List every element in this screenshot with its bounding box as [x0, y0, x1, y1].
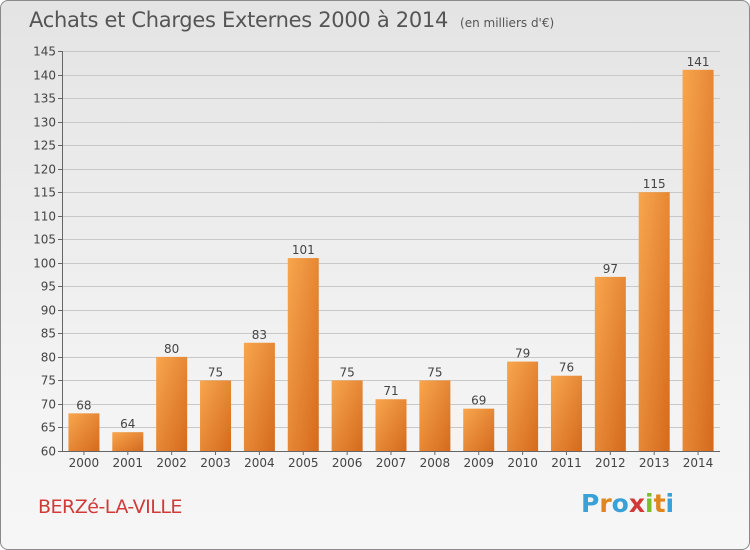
bar — [331, 380, 363, 451]
y-tick-label: 85 — [41, 327, 56, 341]
x-tick-label: 2002 — [156, 456, 187, 470]
logo-letter: x — [628, 489, 645, 518]
x-tick-label: 2005 — [288, 456, 319, 470]
bar — [550, 375, 582, 451]
y-tick-label: 100 — [33, 257, 56, 271]
y-tick-label: 105 — [33, 233, 56, 247]
chart-title-text: Achats et Charges Externes 2000 à 2014 — [29, 8, 449, 32]
axes: 60 65 70 75 80 85 90 95 100 105 110 115 120 125 130 135… — [33, 45, 720, 470]
y-tick-label: 90 — [41, 304, 56, 318]
bar — [156, 356, 188, 451]
y-tick-label: 115 — [33, 186, 56, 200]
chart-unit: (en milliers d'€) — [460, 16, 555, 30]
y-tick-label: 60 — [41, 445, 56, 459]
bar-value-label: 75 — [208, 365, 223, 379]
logo-letter: t — [653, 489, 666, 518]
bar-value-label: 97 — [603, 262, 618, 276]
y-tick-label: 145 — [33, 45, 56, 59]
bar-value-label: 75 — [339, 365, 354, 379]
bar-value-label: 115 — [643, 177, 666, 191]
bar — [682, 69, 714, 451]
x-tick-label: 2004 — [244, 456, 275, 470]
y-tick-label: 65 — [41, 421, 56, 435]
bar — [200, 380, 232, 451]
y-tick-label: 130 — [33, 116, 56, 130]
y-tick-label: 135 — [33, 92, 56, 106]
bar — [507, 361, 539, 451]
bar — [594, 276, 626, 451]
bar-value-label: 75 — [427, 365, 442, 379]
y-tick-label: 120 — [33, 163, 56, 177]
y-tick-label: 70 — [41, 398, 56, 412]
bar-value-label: 68 — [76, 398, 91, 412]
chart-title: Achats et Charges Externes 2000 à 2014 (e… — [29, 8, 554, 32]
bar — [68, 413, 100, 451]
x-tick-label: 2008 — [420, 456, 451, 470]
y-tick-label: 140 — [33, 69, 56, 83]
y-tick-label: 125 — [33, 139, 56, 153]
bar — [419, 380, 451, 451]
bar-value-label: 79 — [515, 347, 530, 361]
bar-value-label: 71 — [383, 384, 398, 398]
bar-value-label: 64 — [120, 417, 135, 431]
proxiti-logo[interactable]: Proxiti — [581, 489, 674, 518]
logo-letter: P — [581, 489, 600, 518]
y-tick-label: 95 — [41, 280, 56, 294]
y-tick-label: 80 — [41, 351, 56, 365]
bar — [243, 342, 275, 451]
x-tick-label: 2006 — [332, 456, 363, 470]
logo-letter: i — [645, 489, 654, 518]
bar-value-label: 141 — [687, 55, 710, 69]
bar-value-label: 80 — [164, 342, 179, 356]
logo-letter: o — [611, 489, 629, 518]
y-tick-label: 110 — [33, 210, 56, 224]
x-tick-label: 2007 — [376, 456, 407, 470]
logo-letter: i — [665, 489, 675, 518]
x-tick-label: 2003 — [200, 456, 231, 470]
x-tick-label: 2010 — [507, 456, 538, 470]
x-tick-label: 2012 — [595, 456, 626, 470]
y-tick-label: 75 — [41, 374, 56, 388]
bar-value-label: 101 — [292, 243, 315, 257]
x-tick-label: 2000 — [69, 456, 100, 470]
bar — [463, 408, 495, 451]
bar — [638, 192, 670, 452]
x-tick-label: 2013 — [639, 456, 670, 470]
bar — [112, 432, 144, 451]
bar-value-label: 83 — [252, 328, 267, 342]
data-labels: 68 64 80 75 83 101 75 71 75 69 79 76 97 115 141 — [76, 55, 709, 431]
logo-letter: r — [599, 489, 612, 518]
x-tick-label: 2014 — [683, 456, 714, 470]
x-tick-label: 2009 — [463, 456, 494, 470]
bar-value-label: 76 — [559, 361, 574, 375]
x-tick-label: 2001 — [113, 456, 144, 470]
bar — [287, 258, 319, 451]
bars — [68, 69, 714, 452]
bar-value-label: 69 — [471, 394, 486, 408]
bar — [375, 399, 407, 451]
commune-name: BERZé-LA-VILLE — [38, 496, 182, 518]
x-tick-label: 2011 — [551, 456, 582, 470]
